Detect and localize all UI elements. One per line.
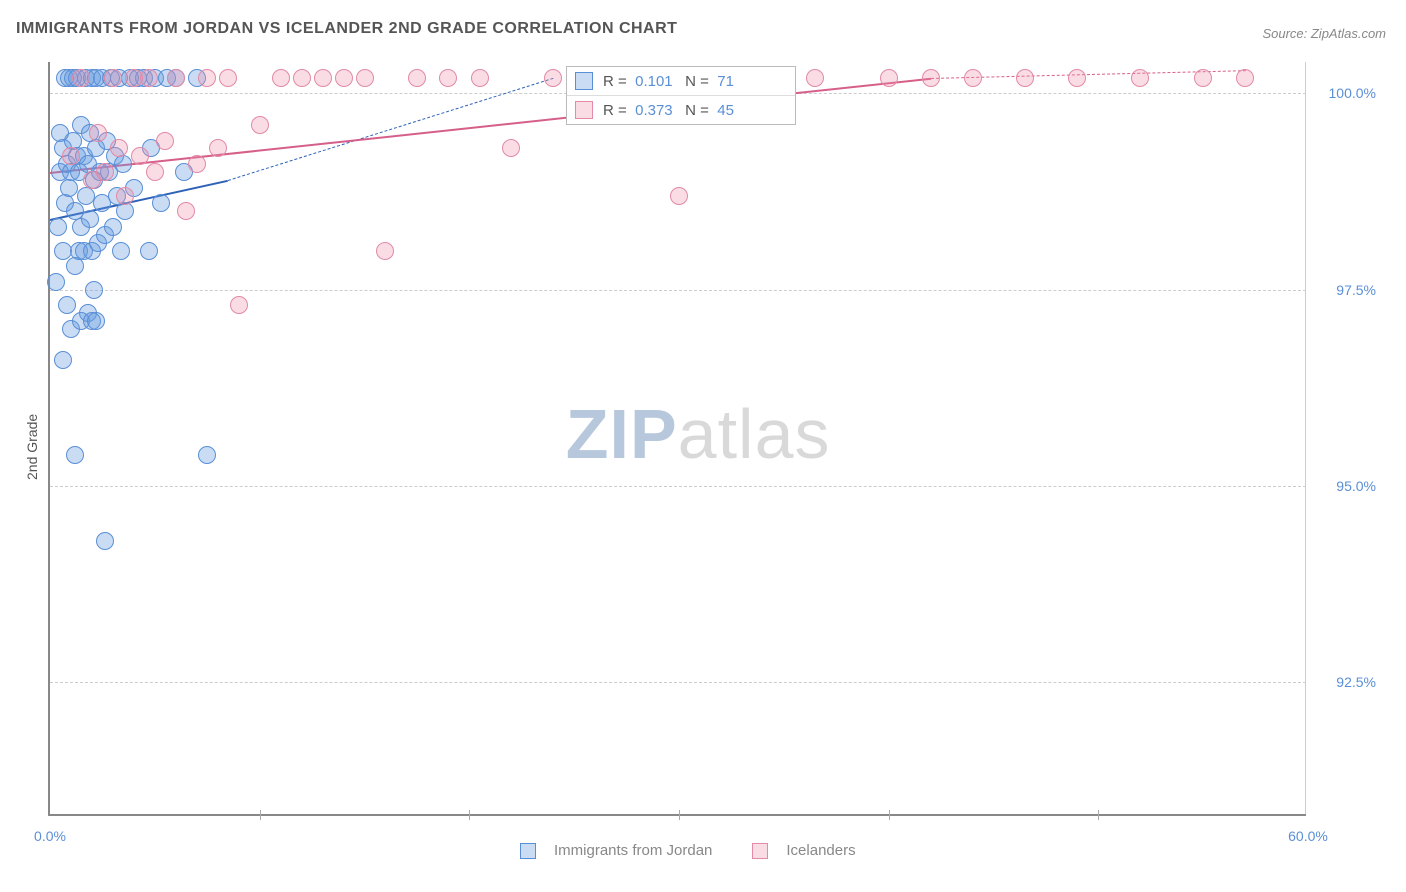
data-point (880, 69, 898, 87)
data-point (272, 69, 290, 87)
x-minor-tick (469, 810, 470, 820)
gridline (50, 486, 1306, 487)
data-point (114, 155, 132, 173)
data-point (54, 351, 72, 369)
data-point (335, 69, 353, 87)
gridline (50, 290, 1306, 291)
watermark-atlas: atlas (678, 395, 831, 473)
data-point (439, 69, 457, 87)
plot-area: ZIPatlas 92.5%95.0%97.5%100.0%0.0%60.0% (48, 62, 1306, 816)
data-point (60, 179, 78, 197)
data-point (177, 202, 195, 220)
data-point (293, 69, 311, 87)
data-point (152, 194, 170, 212)
data-point (58, 296, 76, 314)
data-point (1131, 69, 1149, 87)
data-point (251, 116, 269, 134)
data-point (544, 69, 562, 87)
x-minor-tick (1098, 810, 1099, 820)
data-point (146, 163, 164, 181)
data-point (1068, 69, 1086, 87)
data-point (49, 218, 67, 236)
data-point (1194, 69, 1212, 87)
data-point (54, 242, 72, 260)
data-point (156, 132, 174, 150)
data-point (188, 155, 206, 173)
source-attribution: Source: ZipAtlas.com (1262, 26, 1386, 41)
data-point (140, 242, 158, 260)
x-tick-label: 0.0% (34, 828, 66, 844)
y-tick-label: 92.5% (1316, 674, 1376, 690)
x-minor-tick (260, 810, 261, 820)
data-point (72, 69, 90, 87)
data-point (806, 69, 824, 87)
data-point (314, 69, 332, 87)
data-point (209, 139, 227, 157)
legend-label: Immigrants from Jordan (554, 842, 712, 859)
data-point (96, 532, 114, 550)
data-point (85, 281, 103, 299)
legend-stats: R = 0.373 N = 45 (603, 102, 734, 119)
data-point (230, 296, 248, 314)
data-point (77, 187, 95, 205)
legend-item: Icelanders (752, 842, 855, 859)
correlation-legend: R = 0.101 N = 71 R = 0.373 N = 45 (566, 66, 796, 125)
data-point (87, 312, 105, 330)
legend-swatch (575, 72, 593, 90)
legend-item: Immigrants from Jordan (520, 842, 712, 859)
data-point (502, 139, 520, 157)
data-point (116, 187, 134, 205)
data-point (1236, 69, 1254, 87)
legend-swatch (575, 101, 593, 119)
plot-right-border (1305, 62, 1306, 814)
data-point (66, 257, 84, 275)
data-point (131, 147, 149, 165)
x-tick-label: 60.0% (1288, 828, 1328, 844)
x-minor-tick (889, 810, 890, 820)
data-point (81, 210, 99, 228)
data-point (89, 124, 107, 142)
data-point (104, 69, 122, 87)
legend-row: R = 0.101 N = 71 (567, 67, 795, 96)
series-legend: Immigrants from Jordan Icelanders (520, 842, 856, 859)
data-point (376, 242, 394, 260)
data-point (408, 69, 426, 87)
legend-stats: R = 0.101 N = 71 (603, 73, 734, 90)
chart-title: IMMIGRANTS FROM JORDAN VS ICELANDER 2ND … (16, 20, 677, 38)
y-tick-label: 100.0% (1316, 85, 1376, 101)
legend-swatch (520, 843, 536, 859)
gridline (50, 682, 1306, 683)
data-point (66, 446, 84, 464)
data-point (1016, 69, 1034, 87)
data-point (471, 69, 489, 87)
data-point (198, 446, 216, 464)
x-minor-tick (679, 810, 680, 820)
legend-label: Icelanders (786, 842, 855, 859)
data-point (104, 218, 122, 236)
watermark-zip: ZIP (566, 395, 678, 473)
data-point (670, 187, 688, 205)
y-tick-label: 97.5% (1316, 282, 1376, 298)
data-point (112, 242, 130, 260)
watermark: ZIPatlas (566, 394, 831, 474)
data-point (62, 147, 80, 165)
y-axis-label: 2nd Grade (24, 414, 40, 480)
data-point (219, 69, 237, 87)
data-point (198, 69, 216, 87)
data-point (140, 69, 158, 87)
data-point (356, 69, 374, 87)
data-point (964, 69, 982, 87)
legend-row: R = 0.373 N = 45 (567, 96, 795, 124)
y-tick-label: 95.0% (1316, 478, 1376, 494)
trend-line (50, 78, 931, 174)
data-point (47, 273, 65, 291)
data-point (167, 69, 185, 87)
legend-swatch (752, 843, 768, 859)
data-point (96, 163, 114, 181)
data-point (110, 139, 128, 157)
data-point (922, 69, 940, 87)
data-point (116, 202, 134, 220)
